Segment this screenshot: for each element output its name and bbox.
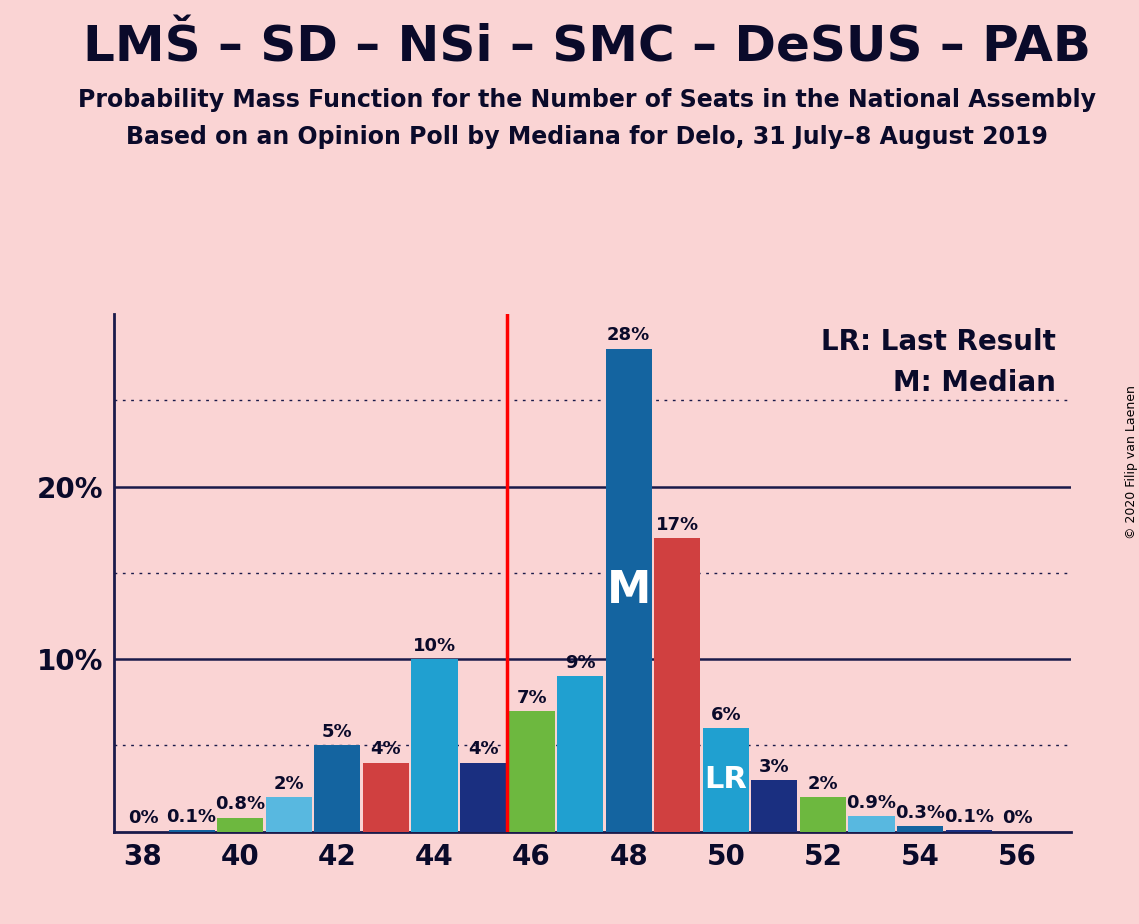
Bar	[218, 818, 263, 832]
Text: 0.1%: 0.1%	[166, 808, 216, 825]
Bar	[606, 348, 652, 832]
Text: LR: Last Result: LR: Last Result	[821, 328, 1056, 356]
Text: 7%: 7%	[516, 688, 547, 707]
Text: 0%: 0%	[128, 809, 158, 827]
Text: Probability Mass Function for the Number of Seats in the National Assembly: Probability Mass Function for the Number…	[77, 88, 1096, 112]
Text: 0.3%: 0.3%	[895, 804, 945, 822]
Text: 0.1%: 0.1%	[944, 808, 993, 825]
Bar	[945, 830, 992, 832]
Text: 5%: 5%	[322, 723, 353, 741]
Bar	[752, 780, 797, 832]
Text: 10%: 10%	[412, 637, 456, 655]
Text: 6%: 6%	[711, 706, 741, 723]
Text: 28%: 28%	[607, 326, 650, 345]
Text: 0.8%: 0.8%	[215, 796, 265, 813]
Text: © 2020 Filip van Laenen: © 2020 Filip van Laenen	[1124, 385, 1138, 539]
Text: Based on an Opinion Poll by Mediana for Delo, 31 July–8 August 2019: Based on an Opinion Poll by Mediana for …	[125, 125, 1048, 149]
Bar	[800, 797, 846, 832]
Bar	[508, 711, 555, 832]
Bar	[411, 659, 458, 832]
Text: LR: LR	[704, 765, 747, 795]
Text: M: Median: M: Median	[893, 370, 1056, 397]
Text: 0%: 0%	[1002, 809, 1033, 827]
Bar	[557, 676, 604, 832]
Text: 3%: 3%	[759, 758, 789, 775]
Text: 4%: 4%	[468, 740, 499, 759]
Bar	[703, 728, 749, 832]
Bar	[898, 826, 943, 832]
Text: M: M	[606, 568, 650, 612]
Bar	[460, 762, 506, 832]
Bar	[169, 830, 214, 832]
Bar	[849, 816, 894, 832]
Bar	[265, 797, 312, 832]
Text: 2%: 2%	[808, 775, 838, 793]
Text: 17%: 17%	[656, 517, 699, 534]
Text: 9%: 9%	[565, 654, 596, 672]
Text: 2%: 2%	[273, 775, 304, 793]
Text: 0.9%: 0.9%	[846, 794, 896, 812]
Text: LMŠ – SD – NSi – SMC – DeSUS – PAB: LMŠ – SD – NSi – SMC – DeSUS – PAB	[83, 23, 1090, 71]
Bar	[654, 539, 700, 832]
Bar	[363, 762, 409, 832]
Bar	[314, 746, 360, 832]
Text: 4%: 4%	[370, 740, 401, 759]
